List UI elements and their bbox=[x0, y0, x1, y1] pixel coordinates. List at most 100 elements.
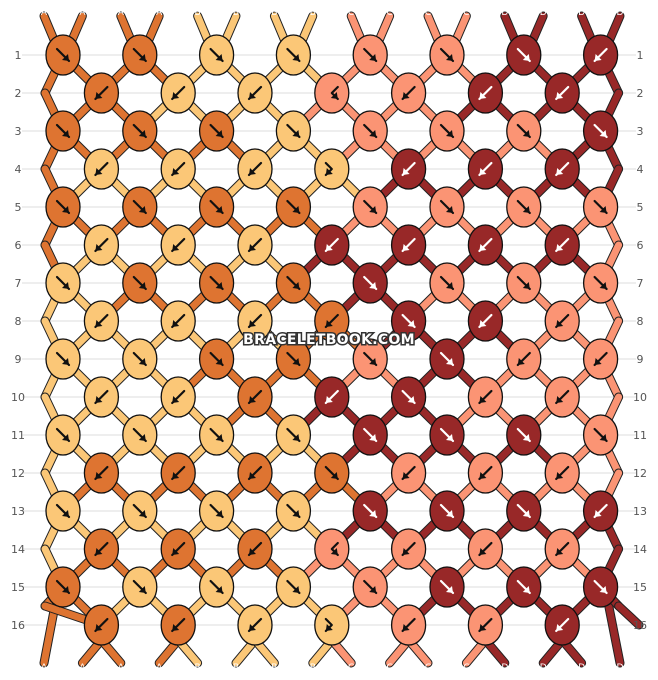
knot-arrowhead bbox=[369, 130, 377, 137]
knot-arrowhead bbox=[402, 472, 410, 479]
knot-arrowhead bbox=[138, 130, 146, 137]
knot bbox=[544, 376, 580, 418]
row-number-left: 4 bbox=[15, 163, 22, 176]
knot bbox=[352, 490, 388, 532]
knot bbox=[122, 414, 158, 456]
knot-arrowhead bbox=[556, 396, 564, 403]
knot-arrowhead bbox=[369, 586, 377, 593]
knot-arrowhead bbox=[594, 358, 602, 365]
knot-arrowhead bbox=[402, 548, 410, 555]
knot-arrowhead bbox=[594, 510, 602, 517]
knot-arrowhead bbox=[172, 244, 180, 251]
knot bbox=[390, 148, 427, 190]
string-label-top: A bbox=[156, 8, 163, 18]
row-number-right: 3 bbox=[637, 125, 644, 138]
knot-arrowhead bbox=[330, 548, 338, 555]
knot bbox=[544, 452, 580, 494]
knot bbox=[352, 566, 388, 608]
string-label-top: B bbox=[310, 8, 316, 18]
string-label-bottom: B bbox=[233, 663, 239, 673]
knot bbox=[275, 490, 312, 532]
string-label-top: D bbox=[617, 8, 624, 18]
string-label-bottom: D bbox=[540, 663, 547, 673]
string-label-top: D bbox=[578, 8, 585, 18]
knot bbox=[352, 414, 388, 456]
string-label-bottom: B bbox=[310, 663, 316, 673]
knot-arrowhead bbox=[369, 282, 377, 289]
knot-arrowhead bbox=[446, 54, 453, 61]
knot-arrowhead bbox=[62, 54, 69, 61]
knot bbox=[198, 186, 235, 228]
knot bbox=[429, 110, 465, 152]
knot-arrowhead bbox=[402, 92, 410, 99]
knot-arrowhead bbox=[249, 320, 256, 327]
knot-arrowhead bbox=[556, 320, 564, 327]
knot-arrowhead bbox=[556, 244, 564, 251]
knot bbox=[429, 186, 465, 228]
knot bbox=[160, 300, 196, 342]
row-number-left: 11 bbox=[11, 429, 25, 442]
knot-arrowhead bbox=[556, 472, 564, 479]
row-number-left: 5 bbox=[15, 201, 22, 214]
row-number-left: 1 bbox=[15, 49, 22, 62]
knot-arrowhead bbox=[407, 396, 415, 403]
row-number-right: 14 bbox=[633, 543, 647, 556]
knot bbox=[352, 186, 388, 228]
row-number-left: 3 bbox=[15, 125, 22, 138]
knot-arrowhead bbox=[215, 358, 223, 365]
knot-arrowhead bbox=[479, 396, 487, 403]
row-number-right: 10 bbox=[633, 391, 647, 404]
knot bbox=[390, 528, 427, 570]
knot-arrowhead bbox=[249, 92, 256, 99]
knot bbox=[506, 186, 542, 228]
knot bbox=[237, 300, 273, 342]
knot-arrowhead bbox=[95, 624, 103, 631]
knot bbox=[45, 186, 81, 228]
knot-arrowhead bbox=[138, 358, 146, 365]
knot-arrowhead bbox=[249, 472, 256, 479]
knot-arrowhead bbox=[215, 586, 223, 593]
knot-arrowhead bbox=[249, 548, 256, 555]
knot bbox=[429, 338, 465, 380]
knot bbox=[314, 72, 350, 114]
knot-arrowhead bbox=[172, 396, 180, 403]
knot bbox=[160, 148, 196, 190]
knot bbox=[275, 338, 312, 380]
knot bbox=[122, 490, 158, 532]
knot bbox=[467, 376, 504, 418]
knot-arrowhead bbox=[325, 320, 333, 327]
knot-arrowhead bbox=[325, 168, 333, 175]
knot-arrowhead bbox=[479, 320, 487, 327]
knot-arrowhead bbox=[62, 206, 69, 213]
knot-arrowhead bbox=[215, 54, 223, 61]
knot-arrowhead bbox=[446, 586, 453, 593]
knot bbox=[198, 490, 235, 532]
string-label-bottom: A bbox=[41, 663, 48, 673]
knot-arrowhead bbox=[402, 624, 410, 631]
knot-arrowhead bbox=[446, 434, 453, 441]
knot-arrowhead bbox=[446, 282, 453, 289]
knot-arrowhead bbox=[95, 548, 103, 555]
knot-arrowhead bbox=[446, 130, 453, 137]
knot bbox=[506, 490, 542, 532]
row-number-left: 13 bbox=[11, 505, 25, 518]
knot-arrowhead bbox=[517, 358, 525, 365]
string-label-bottom: D bbox=[578, 663, 585, 673]
knot bbox=[45, 262, 81, 304]
knot bbox=[45, 566, 81, 608]
row-number-right: 8 bbox=[637, 315, 644, 328]
knot bbox=[83, 528, 120, 570]
knot bbox=[237, 604, 273, 646]
knot-arrowhead bbox=[369, 358, 377, 365]
knot bbox=[467, 604, 504, 646]
string-label-top: C bbox=[386, 8, 392, 18]
knot-arrowhead bbox=[95, 472, 103, 479]
knot bbox=[506, 414, 542, 456]
knot bbox=[506, 338, 542, 380]
knot bbox=[198, 110, 235, 152]
string-label-top: C bbox=[463, 8, 469, 18]
knot bbox=[352, 110, 388, 152]
knot-arrowhead bbox=[138, 510, 146, 517]
knot bbox=[83, 148, 120, 190]
